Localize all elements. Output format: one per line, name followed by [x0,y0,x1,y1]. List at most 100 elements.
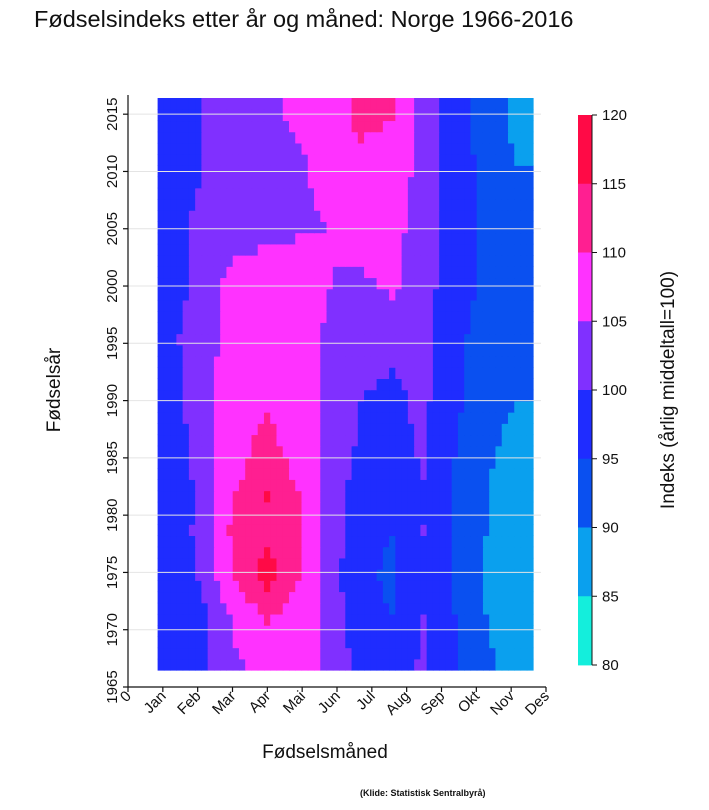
heatmap-cell [395,255,403,267]
heatmap-cell [339,98,346,110]
heatmap-cell [389,378,396,391]
heatmap-cell [514,580,522,593]
heatmap-cell [289,524,296,537]
heatmap-cell [301,142,309,155]
heatmap-cell [345,512,353,525]
heatmap-cell [245,412,253,424]
heatmap-cell [351,355,359,368]
heatmap-cell [276,322,284,335]
heatmap-cell [526,445,534,458]
heatmap-cell [263,512,271,525]
heatmap-cell [495,98,503,110]
heatmap-cell [395,311,403,323]
heatmap-cell [282,512,290,525]
heatmap-cell [276,389,284,402]
heatmap-cell [220,658,228,671]
heatmap-cell [245,355,253,368]
heatmap-cell [314,456,321,469]
heatmap-cell [476,602,484,615]
heatmap-cell [451,535,459,548]
heatmap-cell [389,546,396,559]
heatmap-cell [270,400,278,413]
heatmap-cell [420,490,428,503]
heatmap-cell [314,322,321,335]
heatmap-cell [489,311,497,323]
heatmap-cell [188,512,196,525]
heatmap-cell [514,625,522,637]
heatmap-cell [170,613,177,626]
heatmap-cell [514,412,522,424]
heatmap-cell [514,120,522,133]
heatmap-cell [332,569,340,581]
heatmap-cell [295,636,303,649]
heatmap-cell [482,232,490,245]
heatmap-cell [476,501,484,514]
heatmap-cell [207,658,215,671]
heatmap-cell [263,658,271,671]
heatmap-cell [326,311,334,323]
heatmap-cell [314,591,321,604]
colorbar-tick-label: 85 [602,588,619,605]
heatmap-cell [407,423,415,436]
heatmap-cell [526,120,534,133]
heatmap-cell [263,299,271,312]
heatmap-cell [357,120,365,133]
heatmap-cell [482,288,490,301]
heatmap-cell [289,636,296,649]
heatmap-cell [270,355,278,368]
heatmap-cell [507,423,515,436]
heatmap-cell [376,255,384,267]
heatmap-cell [188,445,196,458]
heatmap-cell [414,625,421,637]
heatmap-cell [282,389,290,402]
heatmap-cell [226,524,234,537]
heatmap-cell [364,602,371,615]
heatmap-cell [289,367,296,379]
heatmap-cell [220,154,228,166]
heatmap-cell [257,221,265,234]
y-tick-label: 2015 [104,97,121,130]
heatmap-cell [420,524,428,537]
heatmap-cell [176,187,184,200]
heatmap-cell [407,412,415,424]
heatmap-cell [501,109,509,122]
heatmap-cell [182,221,190,234]
heatmap-cell [220,176,228,189]
heatmap-cell [251,98,259,110]
heatmap-cell [345,412,353,424]
heatmap-cell [232,412,240,424]
heatmap-cell [270,490,278,503]
heatmap-cell [501,479,509,492]
heatmap-cell [426,378,434,391]
heatmap-cell [276,658,284,671]
heatmap-cell [451,243,459,256]
heatmap-cell [245,512,253,525]
heatmap-cell [389,355,396,368]
heatmap-cell [501,580,509,593]
heatmap-cell [188,479,196,492]
heatmap-cell [245,658,253,671]
heatmap-cell [507,311,515,323]
heatmap-cell [289,142,296,155]
heatmap-cell [207,445,215,458]
heatmap-cell [163,176,171,189]
heatmap-cell [395,210,403,222]
heatmap-cell [445,120,453,133]
heatmap-cell [407,591,415,604]
heatmap-cell [188,501,196,514]
heatmap-cell [426,187,434,200]
heatmap-cell [407,266,415,279]
heatmap-cell [464,602,472,615]
heatmap-cell [157,647,165,660]
heatmap-cell [414,479,421,492]
heatmap-cell [170,109,177,122]
heatmap-cell [307,580,315,593]
heatmap-cell [301,412,309,424]
heatmap-cell [526,456,534,469]
heatmap-cell [345,423,353,436]
heatmap-cell [232,423,240,436]
heatmap-cell [314,557,321,570]
heatmap-cell [220,187,228,200]
heatmap-cell [414,311,421,323]
heatmap-cell [457,232,465,245]
